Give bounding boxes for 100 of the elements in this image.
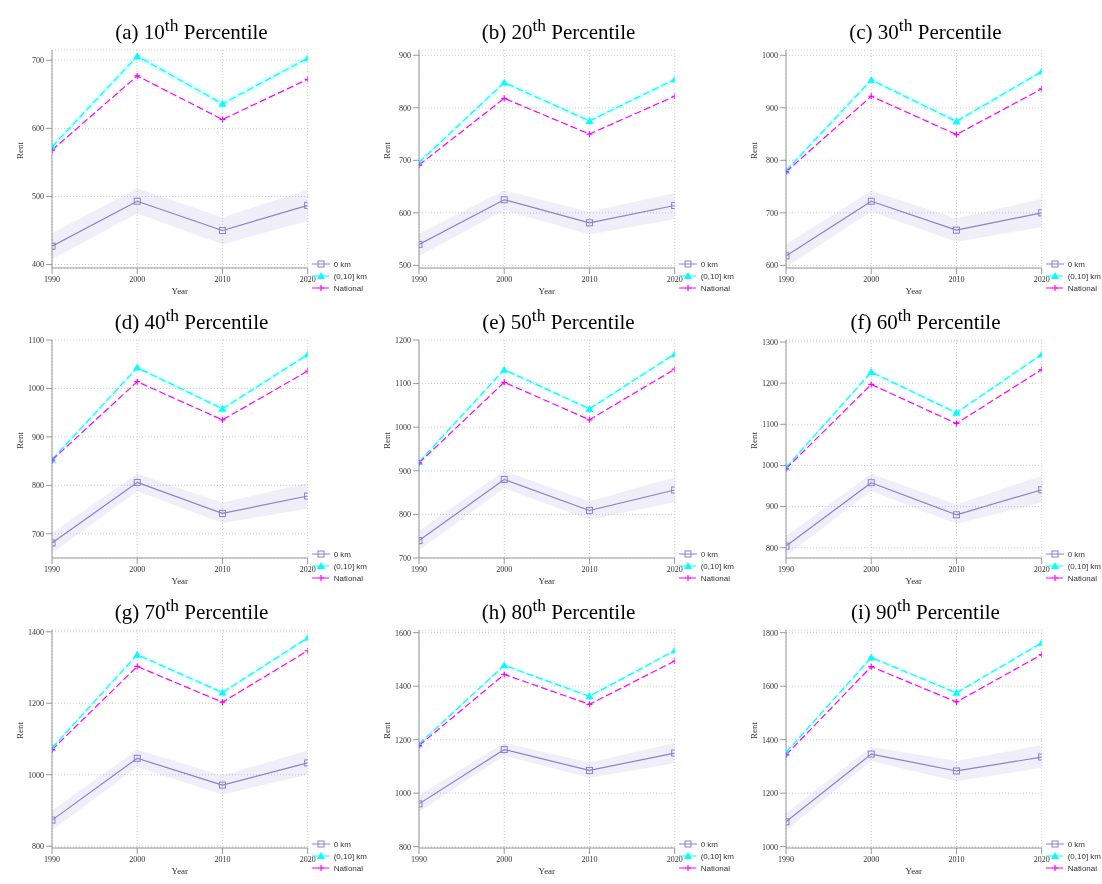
x-tick-label: 1990 (44, 854, 60, 864)
x-tick-label: 2010 (214, 274, 231, 284)
chart-title: (b) 20$^{th}$ Percentile (480, 14, 637, 44)
chart-title: (d) 40$^{th}$ Percentile (113, 304, 270, 334)
x-axis-title: Year (171, 866, 189, 876)
x-tick-label: 2020 (666, 854, 683, 864)
legend-label: National (1067, 863, 1098, 873)
y-tick-label: 800 (766, 543, 778, 553)
y-tick-label: 900 (32, 432, 44, 442)
x-tick-label: 2010 (581, 564, 598, 574)
y-tick-label: 1600 (762, 682, 778, 692)
chart-title: (a) 10$^{th}$ Percentile (114, 14, 269, 44)
x-tick-label: 2010 (581, 274, 598, 284)
x-tick-label: 2020 (299, 564, 316, 574)
x-tick-label: 2010 (948, 274, 965, 284)
x-tick-label: 1990 (44, 274, 60, 284)
x-axis-title: Year (171, 576, 189, 586)
x-tick-label: 2000 (496, 854, 513, 864)
legend-label: 0 km (1067, 549, 1085, 559)
legend-label: 0 km (333, 259, 351, 269)
x-tick-label: 2020 (1033, 854, 1050, 864)
legend-label: National (700, 863, 731, 873)
legend-label: (0,10] km (1067, 271, 1101, 281)
legend-label: (0,10] km (700, 561, 734, 571)
x-tick-label: 2020 (666, 274, 683, 284)
chart-title: (i) 90$^{th}$ Percentile (850, 594, 1001, 624)
y-axis-title: Rent (382, 141, 393, 159)
y-tick-label: 700 (32, 56, 44, 66)
legend-label: National (700, 573, 731, 583)
y-tick-label: 1400 (28, 627, 44, 637)
y-tick-label: 1000 (395, 423, 411, 433)
legend-label: 0 km (1067, 839, 1085, 849)
y-tick-label: 800 (399, 103, 411, 113)
legend-label: National (1067, 573, 1098, 583)
x-tick-label: 1990 (778, 854, 794, 864)
legend-label: (0,10] km (1067, 561, 1101, 571)
y-tick-label: 500 (399, 261, 411, 271)
y-tick-label: 1000 (28, 384, 44, 394)
x-tick-label: 2000 (129, 274, 146, 284)
y-tick-label: 900 (399, 466, 411, 476)
y-tick-label: 600 (32, 124, 44, 134)
y-tick-label: 800 (32, 481, 44, 491)
y-tick-label: 400 (32, 260, 44, 270)
x-tick-label: 2010 (214, 854, 231, 864)
y-tick-label: 1400 (395, 682, 411, 692)
legend-label: 0 km (333, 549, 351, 559)
x-axis-title: Year (538, 286, 556, 296)
x-tick-label: 2020 (299, 854, 316, 864)
y-tick-label: 800 (399, 510, 411, 520)
chart-title: (f) 60$^{th}$ Percentile (849, 304, 1002, 334)
y-tick-label: 700 (399, 156, 411, 166)
y-tick-label: 1100 (395, 379, 411, 389)
y-tick-label: 800 (766, 156, 778, 166)
x-tick-label: 1990 (411, 274, 427, 284)
x-axis-title: Year (171, 286, 189, 296)
x-tick-label: 2010 (214, 564, 231, 574)
x-tick-label: 2000 (863, 564, 880, 574)
legend-label: National (333, 863, 364, 873)
chart-title: (c) 30$^{th}$ Percentile (848, 14, 1003, 44)
x-tick-label: 1990 (778, 564, 794, 574)
x-tick-label: 2000 (496, 564, 513, 574)
x-axis-title: Year (905, 286, 923, 296)
y-tick-label: 1000 (762, 842, 778, 852)
y-tick-label: 1200 (762, 789, 778, 799)
y-axis-title: Rent (15, 141, 26, 159)
x-tick-label: 2010 (948, 564, 965, 574)
x-tick-label: 2000 (863, 854, 880, 864)
y-tick-label: 1000 (28, 770, 44, 780)
legend-label: 0 km (1067, 259, 1085, 269)
x-tick-label: 1990 (411, 854, 427, 864)
y-tick-label: 1200 (28, 699, 44, 709)
y-axis-title: Rent (749, 431, 760, 449)
y-tick-label: 600 (766, 261, 778, 271)
y-tick-label: 1000 (762, 461, 778, 471)
x-tick-label: 1990 (411, 564, 427, 574)
y-tick-label: 700 (399, 553, 411, 563)
chart-title: (g) 70$^{th}$ Percentile (113, 594, 270, 624)
x-tick-label: 1990 (44, 564, 60, 574)
y-tick-label: 1400 (762, 735, 778, 745)
y-tick-label: 1800 (762, 628, 778, 638)
legend-label: (0,10] km (1067, 851, 1101, 861)
y-axis-title: Rent (15, 721, 26, 739)
legend-label: (0,10] km (700, 851, 734, 861)
legend-label: National (333, 573, 364, 583)
y-axis-title: Rent (382, 721, 393, 739)
x-tick-label: 1990 (778, 274, 794, 284)
x-tick-label: 2010 (948, 854, 965, 864)
x-tick-label: 2000 (863, 274, 880, 284)
x-tick-label: 2000 (129, 564, 146, 574)
legend-label: National (1067, 283, 1098, 293)
x-tick-label: 2020 (299, 274, 316, 284)
y-tick-label: 1100 (762, 420, 778, 430)
y-tick-label: 700 (32, 529, 44, 539)
x-tick-label: 2020 (666, 564, 683, 574)
x-tick-label: 2020 (1033, 274, 1050, 284)
x-axis-title: Year (538, 576, 556, 586)
y-axis-title: Rent (749, 141, 760, 159)
y-tick-label: 1200 (395, 735, 411, 745)
chart-title: (e) 50$^{th}$ Percentile (481, 304, 636, 334)
y-tick-label: 900 (766, 103, 778, 113)
